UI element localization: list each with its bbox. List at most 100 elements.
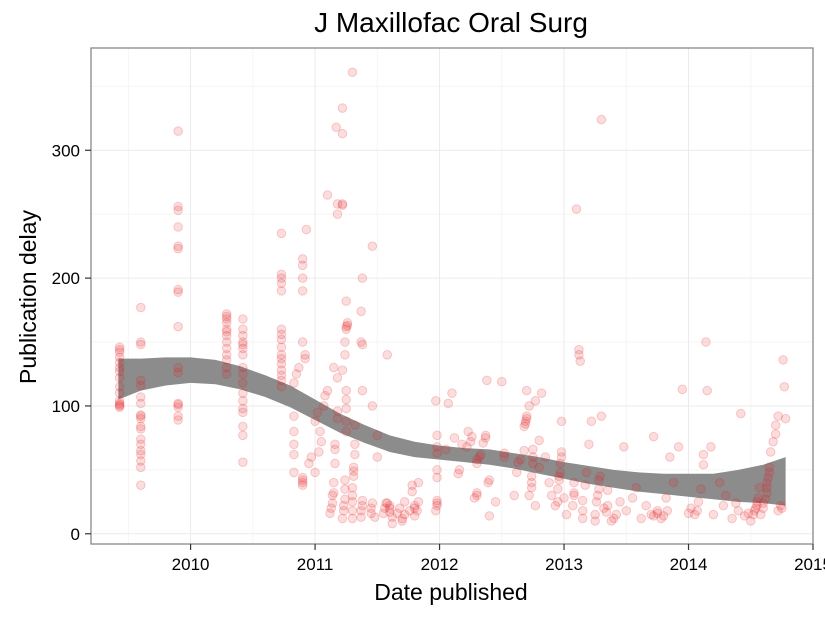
data-point bbox=[602, 500, 613, 511]
data-point bbox=[590, 516, 600, 526]
data-point bbox=[618, 442, 629, 452]
data-point bbox=[221, 369, 232, 379]
data-point bbox=[457, 439, 467, 450]
data-point bbox=[332, 413, 343, 424]
data-point bbox=[743, 508, 754, 519]
data-point bbox=[432, 430, 442, 441]
data-point bbox=[596, 114, 607, 125]
x-tick-label: 2013 bbox=[545, 555, 583, 574]
data-point bbox=[330, 439, 340, 450]
data-point bbox=[337, 199, 348, 209]
data-point bbox=[238, 350, 248, 360]
data-point bbox=[341, 324, 351, 335]
data-point bbox=[238, 343, 248, 354]
data-point bbox=[394, 503, 405, 514]
data-point bbox=[526, 477, 537, 488]
data-point bbox=[530, 500, 541, 511]
data-point bbox=[472, 454, 482, 465]
data-point bbox=[595, 471, 605, 482]
data-point bbox=[366, 508, 376, 519]
data-point bbox=[341, 296, 351, 306]
data-point bbox=[238, 324, 248, 335]
data-point bbox=[135, 380, 146, 391]
data-point bbox=[173, 398, 183, 409]
data-point bbox=[773, 505, 783, 516]
x-tick-label: 2012 bbox=[421, 555, 459, 574]
data-point bbox=[297, 475, 308, 485]
data-point bbox=[397, 513, 408, 524]
data-point bbox=[173, 362, 183, 373]
data-point bbox=[135, 424, 146, 434]
data-point bbox=[114, 401, 125, 411]
data-point bbox=[484, 475, 495, 485]
data-point bbox=[327, 490, 338, 501]
data-point bbox=[289, 467, 299, 478]
data-point bbox=[575, 356, 586, 366]
data-point bbox=[574, 344, 584, 355]
data-point bbox=[337, 365, 348, 375]
data-point bbox=[315, 426, 325, 437]
data-point bbox=[173, 222, 183, 232]
data-point bbox=[736, 408, 746, 419]
data-point bbox=[432, 500, 442, 511]
data-point bbox=[714, 477, 725, 488]
data-point bbox=[749, 505, 760, 516]
data-point bbox=[347, 67, 358, 78]
data-point bbox=[592, 490, 603, 501]
data-point bbox=[382, 350, 393, 360]
data-point bbox=[173, 321, 183, 332]
data-point bbox=[554, 475, 564, 485]
data-point bbox=[770, 429, 781, 439]
data-point bbox=[474, 452, 485, 462]
data-point bbox=[341, 321, 351, 332]
data-point bbox=[276, 370, 287, 381]
data-point bbox=[173, 402, 183, 413]
data-point bbox=[173, 241, 183, 251]
data-point bbox=[555, 458, 566, 469]
data-point bbox=[758, 498, 769, 508]
data-point bbox=[337, 103, 348, 113]
data-point bbox=[509, 490, 520, 501]
data-point bbox=[577, 513, 588, 524]
data-point bbox=[114, 366, 125, 377]
data-point bbox=[114, 399, 125, 410]
x-tick-label: 2015 bbox=[794, 555, 825, 574]
data-point bbox=[407, 480, 417, 490]
data-point bbox=[556, 447, 567, 457]
data-point bbox=[662, 505, 673, 516]
data-point bbox=[758, 503, 769, 514]
data-point bbox=[762, 482, 772, 493]
data-point bbox=[544, 477, 554, 488]
data-point bbox=[114, 344, 125, 355]
data-point bbox=[409, 503, 420, 514]
data-point bbox=[316, 436, 327, 447]
data-point bbox=[238, 314, 248, 324]
data-point bbox=[114, 342, 125, 352]
data-point bbox=[465, 436, 476, 447]
data-point bbox=[463, 426, 473, 437]
data-point bbox=[432, 498, 442, 508]
data-point bbox=[404, 505, 415, 516]
data-point bbox=[480, 433, 491, 443]
data-point bbox=[173, 243, 183, 254]
smooth-band-layer bbox=[118, 357, 786, 506]
data-point bbox=[114, 352, 125, 363]
data-point bbox=[238, 430, 248, 441]
data-point bbox=[580, 480, 590, 490]
data-point bbox=[768, 436, 778, 447]
data-point bbox=[698, 459, 709, 470]
data-point bbox=[528, 452, 538, 462]
data-point bbox=[276, 334, 287, 345]
data-point bbox=[469, 493, 480, 503]
data-point bbox=[530, 396, 541, 406]
data-point bbox=[584, 439, 594, 450]
data-point bbox=[646, 509, 656, 520]
data-point bbox=[340, 484, 350, 494]
data-point bbox=[499, 448, 510, 459]
data-point bbox=[524, 490, 534, 501]
data-point bbox=[571, 204, 582, 214]
data-point bbox=[304, 458, 314, 469]
data-point bbox=[276, 375, 287, 386]
data-point bbox=[221, 311, 232, 322]
data-point bbox=[764, 462, 775, 473]
